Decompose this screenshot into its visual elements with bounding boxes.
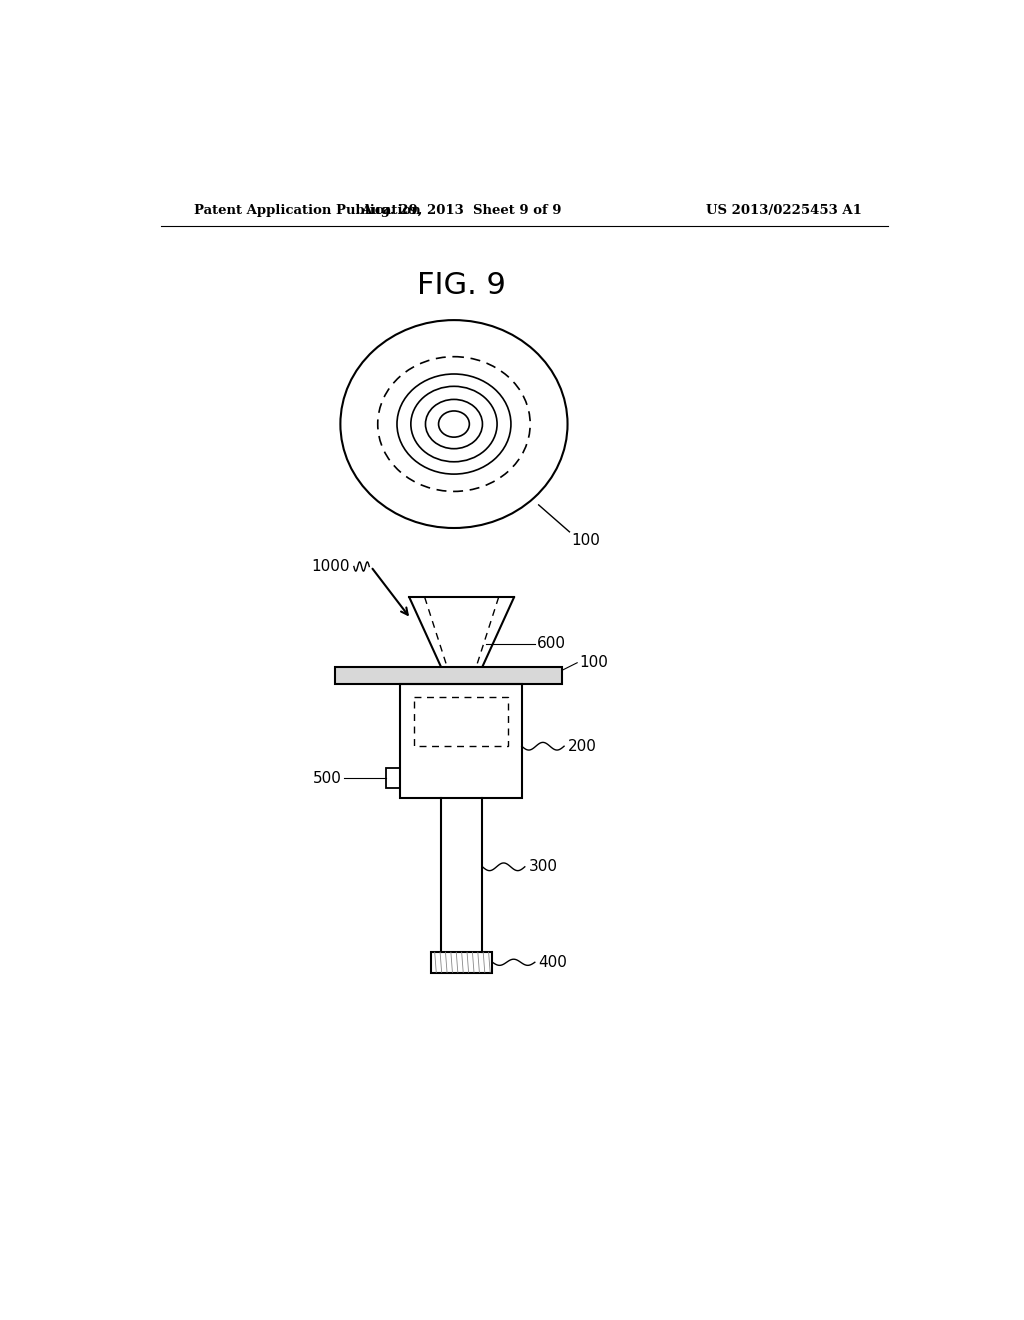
Text: Aug. 29, 2013  Sheet 9 of 9: Aug. 29, 2013 Sheet 9 of 9 [361, 205, 562, 218]
Text: FIG. 9: FIG. 9 [417, 271, 506, 300]
Text: 1000: 1000 [311, 558, 350, 574]
Bar [400, 684, 521, 797]
Text: 400: 400 [539, 954, 567, 970]
Text: 100: 100 [580, 655, 608, 671]
Text: US 2013/0225453 A1: US 2013/0225453 A1 [707, 205, 862, 218]
Text: 100: 100 [571, 533, 601, 548]
Text: 200: 200 [568, 739, 597, 754]
Text: 300: 300 [528, 859, 558, 874]
Text: 600: 600 [538, 636, 566, 651]
Bar [386, 768, 400, 788]
Bar [335, 667, 562, 684]
Bar [431, 952, 493, 973]
Text: 500: 500 [312, 771, 342, 785]
Bar [414, 697, 508, 746]
Text: Patent Application Publication: Patent Application Publication [194, 205, 421, 218]
